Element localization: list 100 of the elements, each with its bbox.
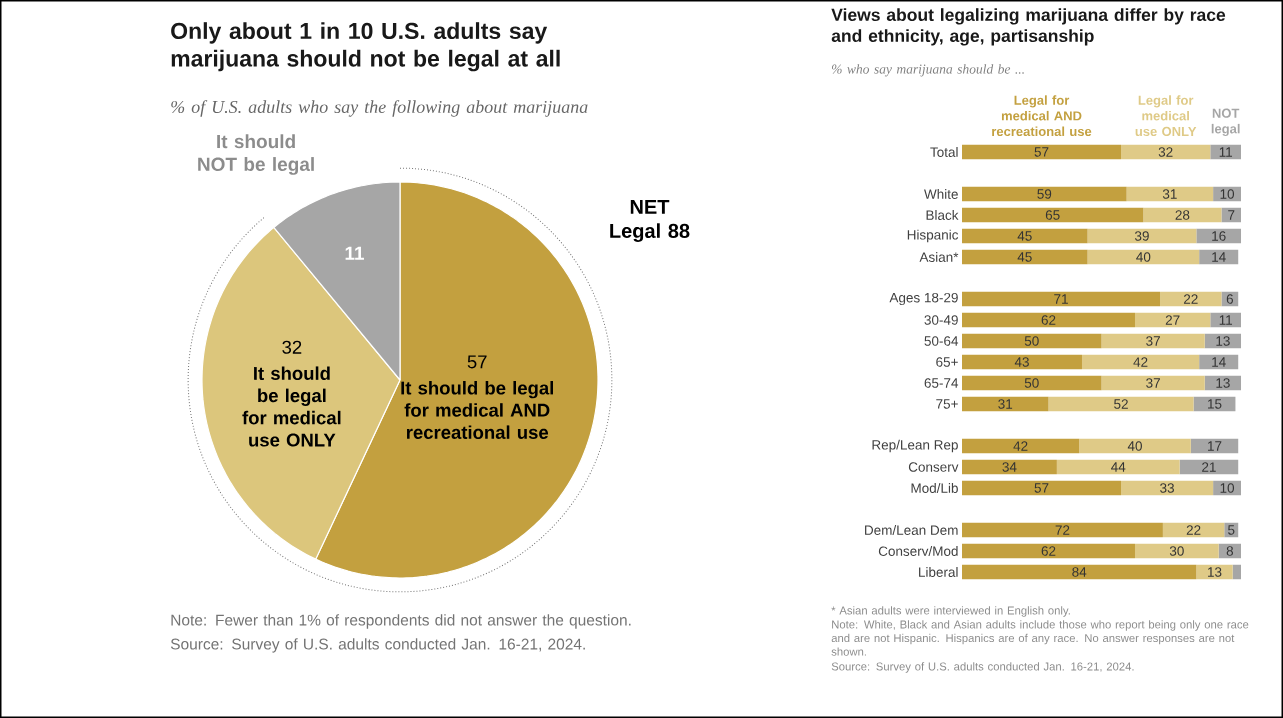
bar: [1101, 375, 1205, 391]
data-label: 43: [1014, 357, 1029, 367]
bar: [1134, 543, 1219, 559]
data-label: 62: [1041, 315, 1056, 325]
source-note: Source: Survey of U.S. adults conducted Jan. 16-21, 2024.: [170, 638, 585, 653]
data-label: 50: [1024, 378, 1039, 388]
data-label: 11: [1219, 315, 1233, 325]
data-label: 42: [1133, 357, 1148, 367]
data-label: 45: [1017, 252, 1032, 262]
y-tick-label: 30-49: [924, 315, 958, 325]
chart-subtitle: % of U.S. adults who say the following about marijuana: [171, 100, 588, 117]
data-label: 15: [1208, 399, 1222, 409]
data-label: 72: [1055, 525, 1070, 535]
data-label: 8: [1226, 546, 1234, 556]
bar: [962, 480, 1122, 496]
y-tick-label: 75+: [936, 399, 958, 409]
data-label: 32: [1158, 147, 1173, 157]
data-label: 7: [1228, 210, 1235, 220]
data-label: 11: [1219, 147, 1233, 157]
data-label: 31: [1162, 189, 1177, 199]
y-tick-label: Asian*: [919, 252, 959, 262]
series-label: Legal for medical use ONLY: [1135, 95, 1197, 137]
y-tick-label: 65-74: [924, 378, 959, 388]
data-label: 33: [1160, 483, 1174, 493]
bar: [1079, 438, 1191, 454]
data-label: 39: [1134, 231, 1149, 241]
data-label: 22: [1183, 294, 1198, 304]
bar: [1101, 333, 1205, 349]
bar: [1087, 228, 1197, 244]
bar: [962, 522, 1163, 538]
data-label: 59: [1037, 189, 1052, 199]
data-label: 42: [1013, 441, 1028, 451]
bar: [962, 144, 1122, 160]
data-label: 71: [1054, 294, 1068, 304]
data-label: 50: [1024, 336, 1039, 346]
data-label: 34: [1002, 462, 1017, 472]
data-label: 16: [1212, 231, 1226, 241]
bar: [1087, 249, 1200, 265]
data-label: 14: [1212, 357, 1226, 367]
bar: [1048, 396, 1194, 412]
y-tick-label: White: [924, 189, 958, 199]
series-label: Legal for medical AND recreational use: [992, 95, 1092, 137]
data-label: 40: [1127, 441, 1142, 451]
bar: [962, 228, 1088, 244]
bar: [962, 459, 1057, 475]
data-label: 13: [1216, 336, 1230, 346]
text: * Asian adults were interviewed in English only.: [831, 606, 1070, 617]
bar: [1134, 312, 1211, 328]
bar: [962, 333, 1102, 349]
bar: [1121, 144, 1211, 160]
y-tick-label: Dem/Lean Dem: [865, 525, 958, 535]
data-label: 52: [1114, 399, 1128, 409]
data-label: 37: [1146, 378, 1160, 388]
data-label: 62: [1041, 546, 1056, 556]
slice-label: It should be legal for medical use ONLY: [242, 366, 341, 447]
y-tick-label: Conserv: [908, 462, 959, 472]
bar: [1196, 228, 1242, 244]
y-tick-label: Rep/Lean Rep: [872, 439, 958, 453]
data-label: 32: [282, 340, 302, 354]
chart-subtitle: % who say marijuana should be ...: [831, 64, 1024, 77]
data-label: 65: [1045, 210, 1060, 220]
slice-label: It should be legal for medical AND recreational use: [401, 380, 553, 439]
bar: [962, 354, 1082, 370]
bar: [962, 543, 1135, 559]
chart-title: Views about legalizing marijuana differ by race and ethnicity, age, partisanship: [831, 8, 1226, 46]
data-label: 57: [1034, 147, 1049, 157]
data-label: 21: [1202, 462, 1216, 472]
data-label: 10: [1220, 483, 1235, 493]
bar: [962, 564, 1197, 580]
y-tick-label: Hispanic: [907, 229, 959, 243]
bar: [1126, 186, 1214, 202]
data-label: 84: [1072, 567, 1087, 577]
data-label: 44: [1111, 462, 1126, 472]
bar: [1056, 459, 1180, 475]
data-label: 11: [345, 246, 364, 260]
chart-title: Only about 1 in 10 U.S. adults say marijuana should not be legal at all: [171, 22, 560, 72]
bar: [962, 438, 1080, 454]
bar: [962, 186, 1127, 202]
data-label: 45: [1017, 231, 1032, 241]
data-label: 17: [1208, 441, 1222, 451]
y-tick-label: 65+: [936, 357, 958, 367]
bar: [1232, 564, 1242, 580]
data-label: 30: [1169, 546, 1184, 556]
data-label: 14: [1212, 252, 1226, 262]
data-label: 27: [1165, 315, 1180, 325]
series-label: NOT legal: [1211, 108, 1240, 137]
y-tick-label: Conserv/Mod: [878, 546, 958, 556]
bar: [962, 312, 1135, 328]
bar: [962, 291, 1161, 307]
data-label: 28: [1175, 210, 1190, 220]
text: Note: White, Black and Asian adults include those who report being only one race and are not Hispanic. Hispanics are of any race. No answer responses are not shown.: [831, 620, 1249, 656]
bar: [1179, 459, 1239, 475]
data-label: 13: [1216, 378, 1230, 388]
data-label: 6: [1226, 294, 1234, 304]
bar: [962, 207, 1144, 223]
bar: [1081, 354, 1200, 370]
text: NET Legal 88: [610, 200, 690, 243]
y-tick-label: Ages 18-29: [889, 292, 958, 306]
data-label: 10: [1220, 189, 1235, 199]
y-tick-label: Liberal: [919, 567, 958, 577]
